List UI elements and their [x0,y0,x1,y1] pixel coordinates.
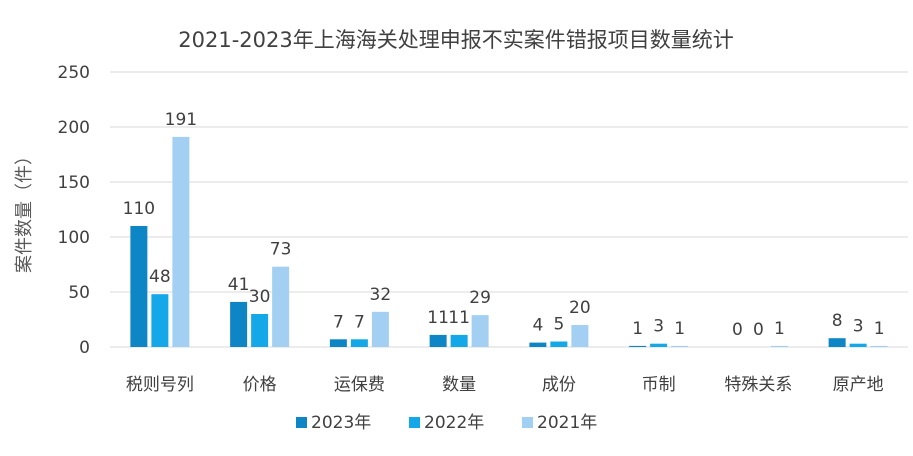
gridlines [110,71,908,348]
y-tick-label: 250 [58,63,90,83]
y-axis-label: 案件数量（件） [14,147,35,273]
bar [272,266,290,347]
y-tick-label: 200 [58,118,90,138]
bar [371,311,389,347]
y-tick-label: 150 [58,173,90,193]
legend-swatch [522,417,533,428]
legend-label: 2022年 [424,413,484,433]
x-category-label: 币制 [642,375,676,395]
bar [770,345,788,347]
bar [151,294,169,347]
bar [550,341,568,347]
bar [350,339,368,347]
bar [230,301,248,347]
data-label: 1 [674,319,685,339]
bar [450,334,468,347]
data-label: 110 [123,199,155,219]
data-label: 20 [569,298,591,318]
bar [172,136,190,347]
bar [529,342,547,347]
bar [629,345,647,347]
data-label: 41 [228,275,250,295]
legend: 2023年 2022年 2021年 [296,413,597,433]
y-tick-label: 0 [79,338,90,358]
bar [329,339,347,347]
data-label: 1 [774,319,785,339]
legend-swatch [296,417,307,428]
data-label: 29 [469,288,491,308]
data-label: 3 [853,317,864,337]
data-label: 11 [427,308,449,328]
data-label: 48 [149,267,171,287]
data-label: 32 [370,285,392,305]
bar [571,325,589,347]
bar [828,338,846,347]
x-category-label: 运保费 [334,375,385,395]
x-category-label: 特殊关系 [724,375,792,395]
bar [429,334,447,347]
data-label: 73 [270,240,292,260]
data-label: 11 [448,308,470,328]
data-label: 5 [553,315,564,335]
x-category-labels: 税则号列 价格 运保费 数量 成份 币制 特殊关系 原产地 [126,375,884,395]
data-label: 7 [354,312,365,332]
bar [870,345,888,347]
data-label: 1 [632,319,643,339]
bar [671,345,689,347]
x-category-label: 成份 [542,375,576,395]
bar [650,343,668,347]
x-category-label: 原产地 [833,375,884,395]
bar [251,314,269,347]
legend-swatch [409,417,420,428]
data-label: 30 [249,287,271,307]
data-label: 0 [753,320,764,340]
bar [471,315,489,347]
legend-label: 2021年 [537,413,597,433]
y-tick-label: 50 [68,283,90,303]
bar [849,343,867,347]
x-category-label: 税则号列 [126,375,194,395]
bars [130,136,888,347]
bar [130,226,148,347]
data-label: 0 [732,320,743,340]
chart-title: 2021-2023年上海海关处理申报不实案件错报项目数量统计 [178,28,733,52]
data-label: 4 [532,316,543,336]
x-category-label: 价格 [243,375,277,395]
x-category-label: 数量 [442,375,476,395]
data-label: 191 [165,110,197,130]
y-tick-label: 100 [58,228,90,248]
data-label: 7 [333,312,344,332]
data-label: 3 [653,317,664,337]
y-tick-labels: 0 50 100 150 200 250 [58,63,90,358]
data-label: 8 [832,311,843,331]
legend-label: 2023年 [311,413,371,433]
data-label: 1 [874,319,885,339]
